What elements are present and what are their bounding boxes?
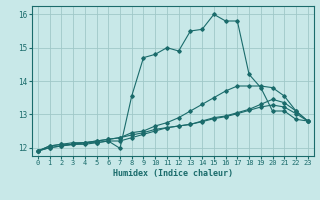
X-axis label: Humidex (Indice chaleur): Humidex (Indice chaleur)	[113, 169, 233, 178]
